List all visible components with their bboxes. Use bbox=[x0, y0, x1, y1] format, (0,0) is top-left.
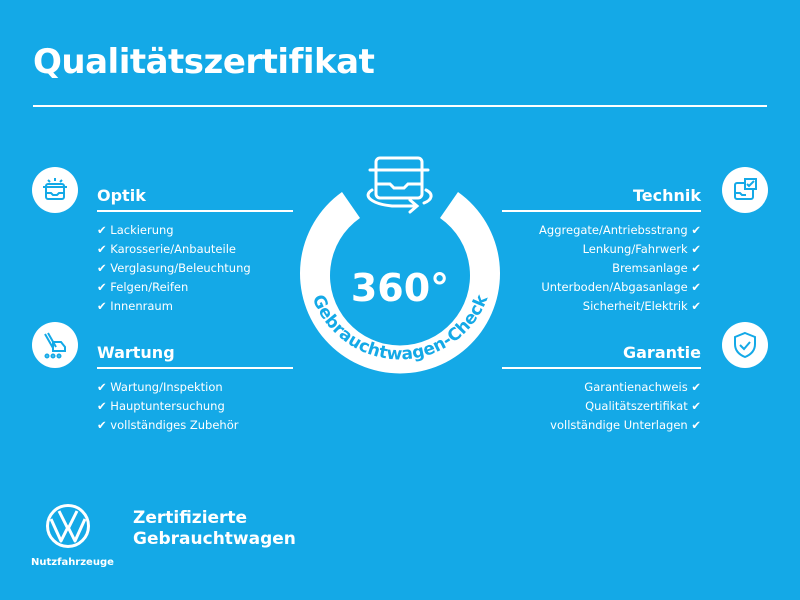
check-icon: ✔ bbox=[97, 418, 107, 432]
checklist-item: Aggregate/Antriebsstrang ✔ bbox=[539, 221, 701, 240]
car-front-icon bbox=[32, 167, 78, 213]
page-title: Qualitätszertifikat bbox=[33, 42, 375, 82]
technik-list: Aggregate/Antriebsstrang ✔ Lenkung/Fahrwe… bbox=[539, 221, 701, 316]
garantie-list: Garantienachweis ✔ Qualitätszertifikat ✔ v… bbox=[550, 378, 701, 435]
checklist-item: ✔ vollständiges Zubehör bbox=[97, 416, 238, 435]
checklist-item: ✔ Hauptuntersuchung bbox=[97, 397, 238, 416]
checklist-item-label: Verglasung/Beleuchtung bbox=[110, 261, 251, 275]
checklist-item-label: Unterboden/Abgasanlage bbox=[541, 280, 688, 294]
check-icon: ✔ bbox=[97, 299, 107, 313]
badge-number: 360° bbox=[351, 266, 449, 310]
checklist-item-label: Bremsanlage bbox=[612, 261, 688, 275]
badge-ring bbox=[300, 192, 501, 374]
section-heading-wartung: Wartung bbox=[97, 343, 175, 362]
section-heading-optik: Optik bbox=[97, 186, 146, 205]
check-icon: ✔ bbox=[691, 399, 701, 413]
section-divider bbox=[502, 210, 701, 212]
checklist-item: vollständige Unterlagen ✔ bbox=[550, 416, 701, 435]
checklist-item-label: Wartung/Inspektion bbox=[110, 380, 223, 394]
tagline-line-2: Gebrauchtwagen bbox=[133, 529, 296, 549]
check-icon: ✔ bbox=[97, 280, 107, 294]
checklist-item-label: Garantienachweis bbox=[584, 380, 688, 394]
checklist-item-label: Innenraum bbox=[110, 299, 173, 313]
section-heading-technik: Technik bbox=[632, 186, 701, 205]
checklist-item: Qualitätszertifikat ✔ bbox=[550, 397, 701, 416]
car-rotate-icon bbox=[366, 156, 433, 214]
section-divider bbox=[97, 367, 293, 369]
footer-tagline: Zertifizierte Gebrauchtwagen bbox=[133, 508, 296, 550]
tagline-line-1: Zertifizierte bbox=[133, 508, 248, 528]
checklist-item-label: vollständige Unterlagen bbox=[550, 418, 688, 432]
check-icon: ✔ bbox=[691, 223, 701, 237]
checklist-item: ✔ Verglasung/Beleuchtung bbox=[97, 259, 251, 278]
checklist-item: ✔ Felgen/Reifen bbox=[97, 278, 251, 297]
checklist-item-label: Hauptuntersuchung bbox=[110, 399, 225, 413]
title-divider bbox=[33, 105, 767, 107]
service-tool-icon bbox=[32, 322, 78, 368]
section-divider bbox=[502, 367, 701, 369]
360-check-badge: 360° Gebrauchtwagen-Check bbox=[300, 156, 501, 374]
checklist-item: ✔ Innenraum bbox=[97, 297, 251, 316]
checklist-item-label: vollständiges Zubehör bbox=[110, 418, 239, 432]
check-icon: ✔ bbox=[97, 223, 107, 237]
wartung-list: ✔ Wartung/Inspektion ✔ Hauptuntersuchung ✔… bbox=[97, 378, 238, 435]
check-icon: ✔ bbox=[691, 418, 701, 432]
checklist-item: Bremsanlage ✔ bbox=[539, 259, 701, 278]
check-icon: ✔ bbox=[691, 280, 701, 294]
section-divider bbox=[97, 210, 293, 212]
check-icon: ✔ bbox=[97, 242, 107, 256]
checklist-item: Lenkung/Fahrwerk ✔ bbox=[539, 240, 701, 259]
section-heading-garantie: Garantie bbox=[623, 343, 701, 362]
checklist-item: ✔ Karosserie/Anbauteile bbox=[97, 240, 251, 259]
brand-label: Nutzfahrzeuge bbox=[31, 557, 114, 568]
checklist-item-label: Felgen/Reifen bbox=[110, 280, 189, 294]
check-icon: ✔ bbox=[691, 242, 701, 256]
checklist-item-label: Qualitätszertifikat bbox=[585, 399, 688, 413]
check-icon: ✔ bbox=[691, 380, 701, 394]
checklist-item: Unterboden/Abgasanlage ✔ bbox=[539, 278, 701, 297]
checklist-item-label: Aggregate/Antriebsstrang bbox=[539, 223, 688, 237]
checklist-item-label: Karosserie/Anbauteile bbox=[110, 242, 236, 256]
checklist-item: ✔ Lackierung bbox=[97, 221, 251, 240]
check-icon: ✔ bbox=[691, 299, 701, 313]
checklist-item: Sicherheit/Elektrik ✔ bbox=[539, 297, 701, 316]
shield-check-icon bbox=[722, 322, 768, 368]
vw-logo bbox=[46, 504, 90, 548]
check-icon: ✔ bbox=[97, 261, 107, 275]
checklist-item-label: Lenkung/Fahrwerk bbox=[582, 242, 688, 256]
checklist-item-label: Lackierung bbox=[110, 223, 174, 237]
check-icon: ✔ bbox=[97, 380, 107, 394]
car-checklist-icon bbox=[722, 167, 768, 213]
optik-list: ✔ Lackierung ✔ Karosserie/Anbauteile ✔ Ver… bbox=[97, 221, 251, 316]
check-icon: ✔ bbox=[691, 261, 701, 275]
checklist-item-label: Sicherheit/Elektrik bbox=[582, 299, 688, 313]
checklist-item: Garantienachweis ✔ bbox=[550, 378, 701, 397]
check-icon: ✔ bbox=[97, 399, 107, 413]
checklist-item: ✔ Wartung/Inspektion bbox=[97, 378, 238, 397]
